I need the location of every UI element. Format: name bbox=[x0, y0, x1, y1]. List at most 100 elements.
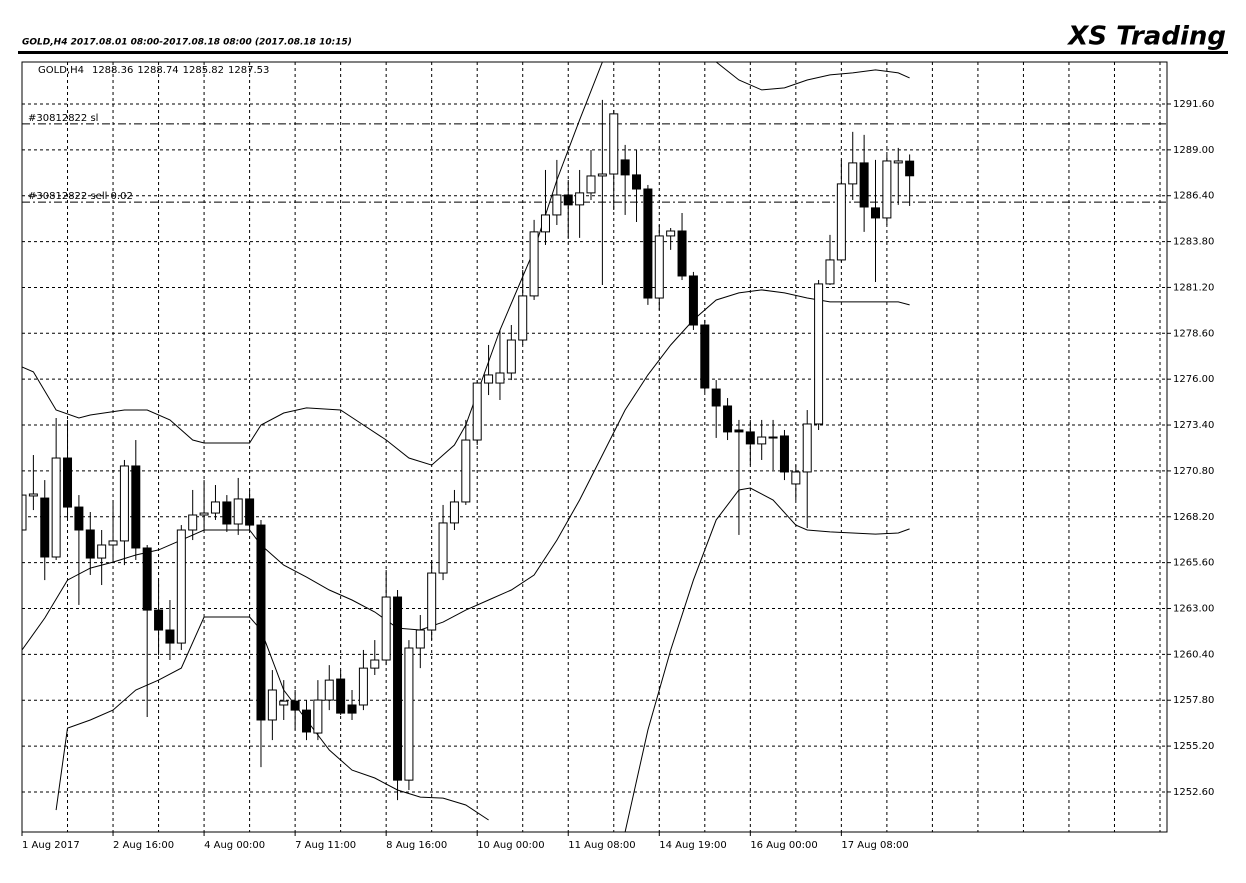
symbol: GOLD,H4 bbox=[38, 65, 84, 76]
candle-body bbox=[427, 572, 437, 631]
y-tick-label: 1281.20 bbox=[1173, 282, 1214, 293]
candle-body bbox=[723, 405, 733, 433]
close: 1287.53 bbox=[228, 65, 269, 76]
y-tick-label: 1273.40 bbox=[1173, 420, 1214, 431]
x-tick-label: 14 Aug 19:00 bbox=[659, 840, 726, 851]
header-text: GOLD,H4 2017.08.01 08:00-2017.08.18 08:0… bbox=[22, 38, 352, 48]
x-tick-label: 1 Aug 2017 bbox=[22, 840, 80, 851]
candle-body bbox=[711, 388, 721, 407]
low: 1285.82 bbox=[183, 65, 224, 76]
candle-body bbox=[540, 214, 550, 233]
candle-body bbox=[347, 704, 357, 714]
y-tick-label: 1283.80 bbox=[1173, 237, 1214, 248]
x-tick-label: 4 Aug 00:00 bbox=[204, 840, 265, 851]
candle-body bbox=[859, 162, 869, 208]
candle-body bbox=[28, 493, 38, 497]
x-tick-label: 16 Aug 00:00 bbox=[750, 840, 817, 851]
band-line bbox=[22, 289, 910, 651]
candle-body bbox=[51, 457, 61, 558]
candle-body bbox=[552, 194, 562, 216]
candle-body bbox=[415, 629, 425, 649]
x-tick-label: 7 Aug 11:00 bbox=[295, 840, 356, 851]
candle-body bbox=[734, 429, 744, 433]
candle-body bbox=[108, 540, 118, 546]
candle-body bbox=[905, 160, 915, 177]
candle-body bbox=[666, 230, 676, 237]
candle-body bbox=[620, 159, 630, 176]
x-tick-label: 2 Aug 16:00 bbox=[113, 840, 174, 851]
candle-body bbox=[97, 544, 107, 559]
candle-body bbox=[279, 700, 289, 706]
y-tick-label: 1268.20 bbox=[1173, 512, 1214, 523]
candle-body bbox=[802, 423, 812, 473]
candle-body bbox=[449, 501, 459, 524]
candle-body bbox=[609, 113, 619, 175]
y-tick-label: 1270.80 bbox=[1173, 466, 1214, 477]
high: 1288.74 bbox=[137, 65, 178, 76]
candle-body bbox=[893, 160, 903, 164]
candle-body bbox=[814, 283, 824, 425]
y-tick-label: 1291.60 bbox=[1173, 99, 1214, 110]
candle-body bbox=[119, 465, 129, 542]
candle-body bbox=[381, 596, 391, 661]
candle-body bbox=[393, 596, 403, 781]
candle-body bbox=[165, 629, 175, 644]
candle-body bbox=[85, 529, 95, 559]
axes: 1252.60 1255.20 1257.80 1260.40 1263.00 1265.… bbox=[21, 99, 1214, 851]
candle-body bbox=[438, 522, 448, 574]
x-tick-label: 8 Aug 16:00 bbox=[386, 840, 447, 851]
band-line bbox=[55, 487, 910, 832]
x-tick-label: 11 Aug 08:00 bbox=[568, 840, 635, 851]
candle-body bbox=[643, 188, 653, 299]
candle-body bbox=[142, 547, 152, 611]
y-tick-label: 1260.40 bbox=[1173, 649, 1214, 660]
y-tick-label: 1286.40 bbox=[1173, 191, 1214, 202]
candle-body bbox=[848, 162, 858, 185]
candle-body bbox=[484, 374, 494, 384]
plot: #30812822 sl #30812822 sell 0.02 bbox=[22, 62, 1167, 832]
candle-body bbox=[506, 339, 516, 374]
open: 1288.36 bbox=[92, 65, 133, 76]
candle-body bbox=[563, 194, 573, 206]
y-tick-label: 1257.80 bbox=[1173, 695, 1214, 706]
candle-body bbox=[779, 435, 789, 473]
order-label: #30812822 sl bbox=[28, 113, 98, 124]
candle-body bbox=[586, 175, 596, 194]
candle-body bbox=[700, 324, 710, 389]
candle-body bbox=[74, 506, 84, 531]
y-tick-label: 1263.00 bbox=[1173, 603, 1214, 614]
candle-body bbox=[210, 501, 220, 514]
candle-body bbox=[358, 667, 368, 706]
candle-body bbox=[825, 259, 835, 285]
candle-body bbox=[63, 457, 73, 508]
candle-body bbox=[176, 529, 186, 644]
candle-body bbox=[632, 174, 642, 190]
candle-body bbox=[199, 512, 209, 516]
candle-body bbox=[22, 494, 27, 531]
y-tick-label: 1252.60 bbox=[1173, 787, 1214, 798]
y-tick-label: 1278.60 bbox=[1173, 328, 1214, 339]
candle-body bbox=[324, 679, 334, 701]
candle-body bbox=[575, 192, 585, 206]
plot-frame bbox=[21, 61, 1168, 833]
candle-body bbox=[836, 183, 846, 261]
candle-body bbox=[654, 235, 664, 299]
candle-body bbox=[267, 689, 277, 721]
candle-body bbox=[154, 609, 164, 631]
header-rule bbox=[18, 51, 1228, 54]
candle-body bbox=[131, 465, 141, 549]
candle-body bbox=[40, 497, 50, 558]
ohlc-info: GOLD,H4 1288.36 1288.74 1285.82 1287.53 bbox=[38, 65, 269, 76]
candle-body bbox=[529, 231, 539, 297]
x-tick-label: 17 Aug 08:00 bbox=[841, 840, 908, 851]
y-tick-label: 1276.00 bbox=[1173, 374, 1214, 385]
candle-body bbox=[597, 173, 607, 177]
candle-body bbox=[404, 647, 414, 781]
band-line bbox=[22, 62, 910, 466]
candle-body bbox=[336, 678, 346, 714]
candle-body bbox=[233, 498, 243, 525]
candle-body bbox=[495, 372, 505, 384]
